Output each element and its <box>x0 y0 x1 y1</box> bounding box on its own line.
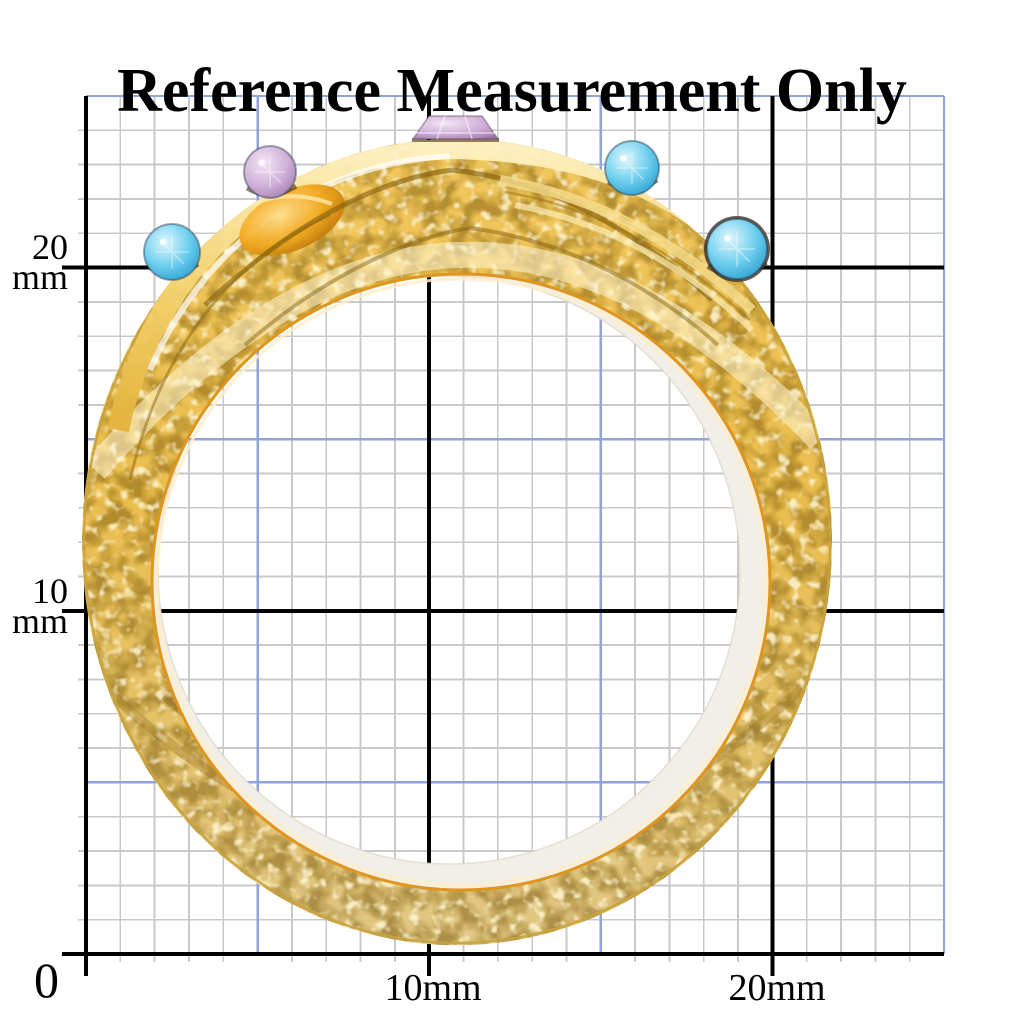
y-axis-label-10mm: 10 mm <box>0 573 68 641</box>
y-axis-10-value: 10 <box>32 571 68 611</box>
far-right-gem <box>704 216 770 282</box>
ring-crown-decoration <box>107 139 805 481</box>
top-center-gem <box>411 115 500 140</box>
origin-label: 0 <box>34 952 59 1008</box>
x-axis-label-20mm: 20mm <box>728 967 826 1009</box>
ring-photo <box>81 115 833 946</box>
gems <box>143 115 770 282</box>
y-axis-label-20mm: 20 mm <box>0 229 68 297</box>
y-axis-20-unit: mm <box>11 257 68 297</box>
upper-left-gem <box>243 145 297 199</box>
y-axis-20-value: 20 <box>32 227 68 267</box>
page-title: Reference Measurement Only <box>117 56 907 125</box>
far-left-gem <box>143 223 201 281</box>
upper-right-gem <box>604 140 660 196</box>
y-axis-10-unit: mm <box>11 601 68 641</box>
x-axis-label-10mm: 10mm <box>384 967 482 1009</box>
